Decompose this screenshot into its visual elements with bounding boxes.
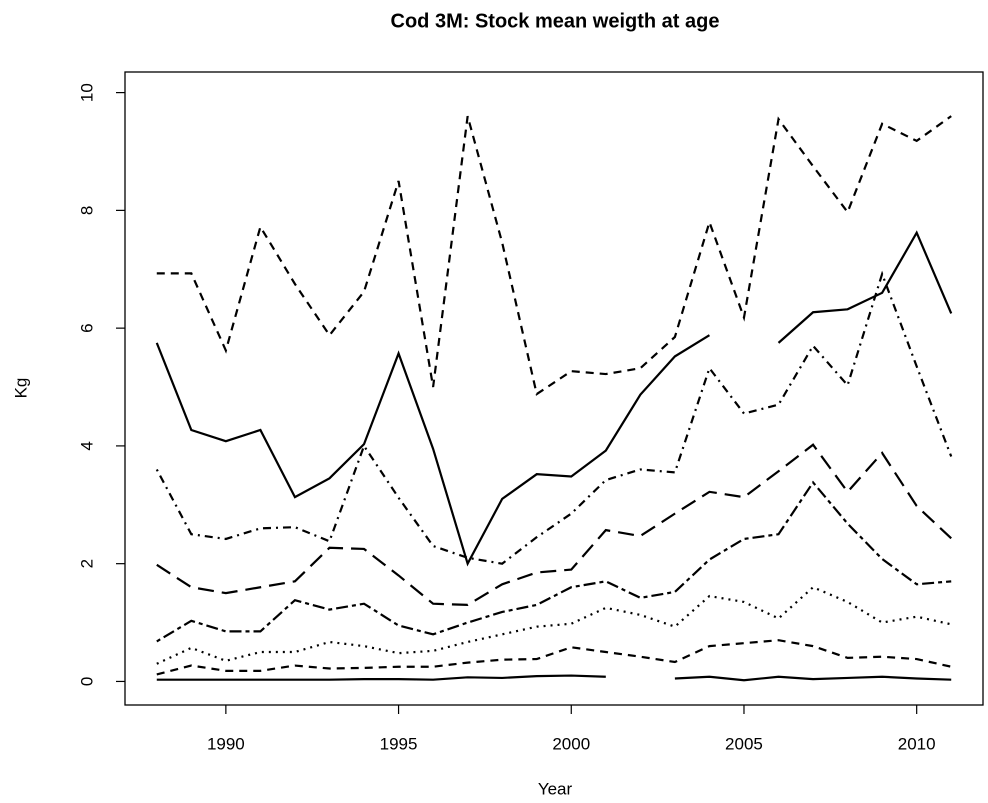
y-tick-label: 4 [77, 441, 96, 450]
x-tick-label: 2005 [725, 734, 763, 753]
line-series [156, 585, 952, 665]
line-series [155, 270, 953, 565]
line-series [156, 115, 952, 396]
line-series [674, 675, 952, 682]
y-tick-label: 8 [77, 206, 96, 215]
line-series [156, 674, 606, 681]
line-series [156, 443, 952, 607]
chart-title: Cod 3M: Stock mean weigth at age [391, 10, 720, 32]
y-tick-label: 2 [77, 559, 96, 568]
y-tick-label: 0 [77, 677, 96, 686]
x-tick-label: 1995 [380, 734, 418, 753]
x-tick-label: 2010 [898, 734, 936, 753]
line-series [155, 334, 711, 567]
plot-frame [124, 71, 984, 706]
line-series [156, 480, 952, 643]
x-tick-label: 1990 [207, 734, 245, 753]
x-tick-label: 2000 [552, 734, 590, 753]
line-series [156, 639, 952, 676]
y-axis-label: Kg [11, 378, 30, 399]
y-tick-label: 6 [77, 323, 96, 332]
line-series [777, 230, 953, 344]
x-axis-label: Year [538, 779, 573, 798]
y-tick-label: 10 [77, 83, 96, 102]
